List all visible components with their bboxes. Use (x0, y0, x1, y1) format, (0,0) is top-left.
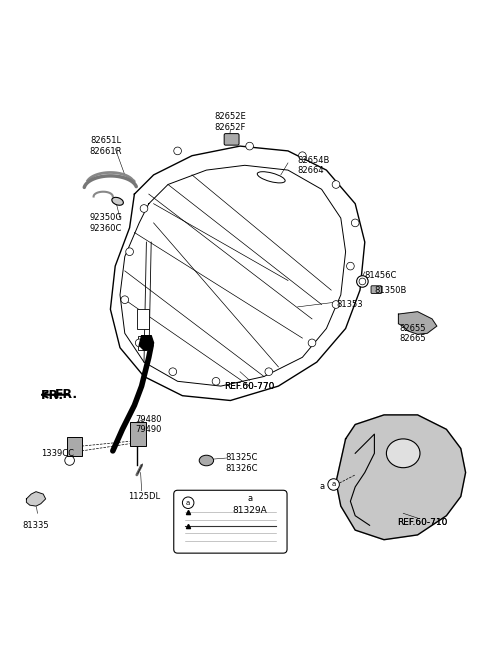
Polygon shape (139, 336, 154, 350)
Circle shape (135, 339, 143, 347)
FancyBboxPatch shape (224, 133, 239, 145)
Circle shape (182, 497, 194, 509)
Ellipse shape (112, 197, 123, 205)
Circle shape (121, 296, 129, 304)
Circle shape (246, 143, 253, 150)
Text: 1125DL: 1125DL (128, 492, 160, 501)
Text: 92350G
92360C: 92350G 92360C (89, 214, 122, 233)
Ellipse shape (199, 455, 214, 466)
Text: a: a (247, 495, 252, 503)
Text: 1339CC: 1339CC (41, 449, 74, 458)
Circle shape (332, 181, 340, 189)
FancyBboxPatch shape (371, 286, 382, 294)
Circle shape (126, 248, 133, 256)
Text: 82652E
82652F: 82652E 82652F (215, 112, 246, 132)
Circle shape (308, 339, 316, 347)
Circle shape (212, 378, 220, 385)
Text: REF.60-710: REF.60-710 (397, 518, 447, 528)
Text: 79480
79490: 79480 79490 (135, 415, 162, 434)
Text: a: a (319, 482, 324, 491)
Text: a: a (332, 482, 336, 487)
Circle shape (357, 276, 368, 287)
Circle shape (65, 456, 74, 465)
Text: 82655
82665: 82655 82665 (399, 324, 426, 343)
Text: 82651L
82661R: 82651L 82661R (89, 137, 122, 156)
Text: 81353: 81353 (336, 300, 362, 309)
Text: 81335: 81335 (23, 521, 49, 530)
Circle shape (328, 479, 339, 490)
Circle shape (299, 152, 306, 160)
Text: 81350B: 81350B (374, 286, 407, 294)
Text: 82654B
82664: 82654B 82664 (298, 156, 330, 175)
Text: 81329A: 81329A (232, 507, 267, 515)
Text: FR.: FR. (55, 388, 78, 401)
Text: REF.60-770: REF.60-770 (225, 382, 275, 391)
Polygon shape (26, 491, 46, 506)
Ellipse shape (257, 171, 285, 183)
Circle shape (359, 278, 366, 285)
Circle shape (265, 368, 273, 376)
Text: REF.60-710: REF.60-710 (397, 518, 447, 528)
Ellipse shape (386, 439, 420, 468)
Text: FR.: FR. (41, 389, 64, 402)
Bar (130, 422, 146, 446)
Polygon shape (336, 415, 466, 539)
FancyBboxPatch shape (174, 490, 287, 553)
Polygon shape (398, 311, 437, 334)
Text: 81325C
81326C: 81325C 81326C (226, 453, 258, 472)
Text: 81456C: 81456C (365, 271, 397, 280)
Bar (138, 336, 146, 350)
Bar (67, 436, 82, 456)
Bar (137, 309, 149, 328)
Circle shape (332, 301, 340, 308)
Circle shape (174, 147, 181, 155)
Text: REF.60-770: REF.60-770 (225, 382, 275, 391)
Text: a: a (186, 500, 190, 506)
Circle shape (347, 262, 354, 270)
Circle shape (351, 219, 359, 227)
Circle shape (140, 205, 148, 212)
Circle shape (169, 368, 177, 376)
